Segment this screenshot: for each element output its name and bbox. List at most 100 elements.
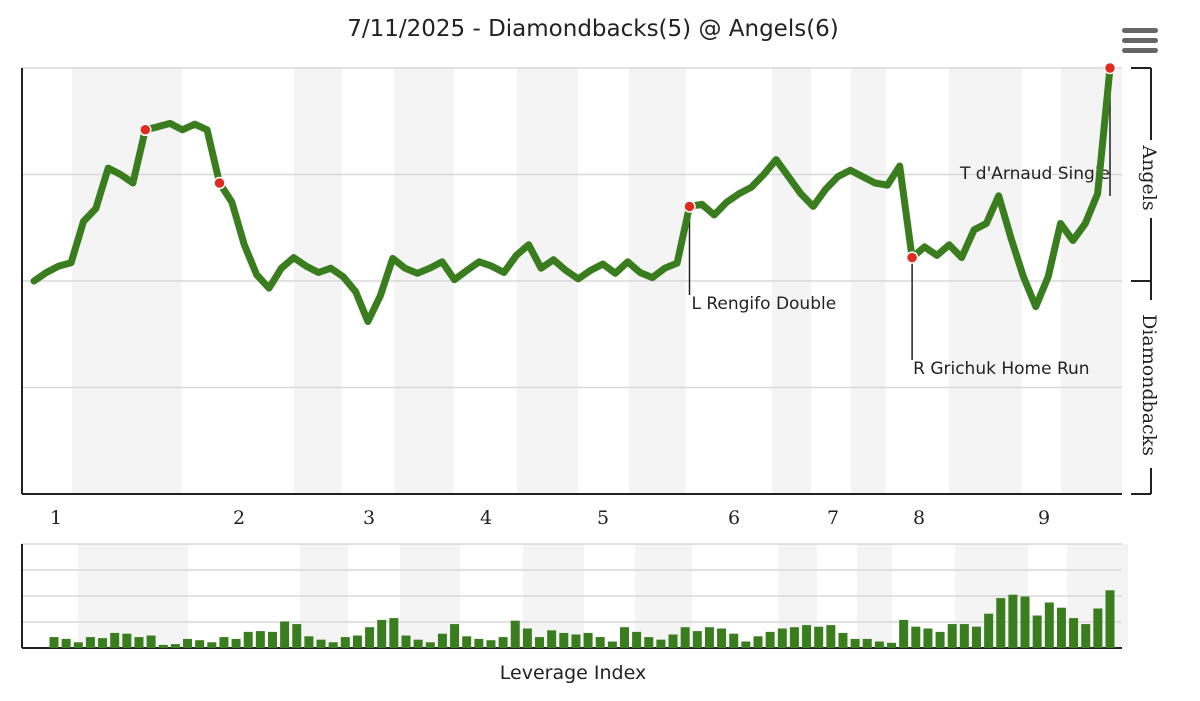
highlighted-point: [683, 200, 696, 213]
leverage-bar: [316, 639, 326, 648]
leverage-bar: [935, 631, 945, 648]
leverage-bar: [1032, 615, 1042, 648]
inning-label-1: 1: [50, 507, 62, 529]
highlighted-points: [139, 61, 1117, 264]
highlighted-point: [213, 176, 226, 190]
leverage-bar: [826, 625, 836, 648]
leverage-bar: [765, 631, 775, 648]
leverage-bar: [717, 628, 727, 648]
leverage-bar: [535, 637, 545, 648]
hamburger-menu-icon[interactable]: [1122, 28, 1158, 60]
leverage-bar: [255, 631, 265, 648]
team-axis: Angels Diamondbacks: [1131, 67, 1160, 495]
away-team-label: Diamondbacks: [1138, 314, 1160, 456]
leverage-bar: [510, 620, 520, 648]
event-label: L Rengifo Double: [691, 294, 836, 314]
leverage-bar: [1020, 596, 1030, 648]
leverage-bar: [207, 642, 217, 648]
leverage-bar: [462, 636, 472, 648]
leverage-gridlines: [22, 543, 1122, 623]
leverage-bar: [486, 640, 496, 648]
leverage-bar: [644, 637, 654, 648]
leverage-bar: [680, 627, 690, 648]
leverage-bar: [183, 638, 193, 648]
event-callouts: L Rengifo Double R Grichuk Home Run T d'Ar…: [688, 68, 1111, 379]
inning-labels: 1 2 3 4 5 6 7 8 9: [50, 507, 1050, 529]
leverage-bar: [195, 640, 205, 648]
leverage-bar: [401, 635, 411, 648]
leverage-bar: [292, 624, 302, 648]
leverage-bar: [802, 625, 812, 648]
leverage-bar: [971, 626, 981, 648]
leverage-bar: [704, 627, 714, 648]
leverage-bar: [389, 618, 399, 648]
leverage-bar: [474, 638, 484, 648]
leverage-bar: [134, 637, 144, 648]
leverage-bar: [996, 598, 1006, 648]
leverage-bar: [170, 644, 180, 648]
leverage-bar: [377, 619, 387, 648]
leverage-bar: [158, 644, 168, 648]
leverage-bar: [146, 635, 156, 648]
leverage-bar: [352, 635, 362, 648]
leverage-bar: [911, 626, 921, 648]
leverage-bar: [110, 632, 120, 648]
inning-label-6: 6: [728, 507, 740, 529]
leverage-bar: [547, 630, 557, 648]
leverage-bar: [365, 627, 375, 648]
leverage-bar: [789, 627, 799, 648]
leverage-bar: [607, 641, 617, 648]
inning-label-9: 9: [1038, 507, 1050, 529]
inning-label-8: 8: [913, 507, 925, 529]
leverage-bar: [729, 633, 739, 648]
home-team-label: Angels: [1138, 144, 1160, 210]
inning-label-7: 7: [827, 507, 839, 529]
inning-label-5: 5: [597, 507, 609, 529]
inning-label-4: 4: [480, 507, 492, 529]
leverage-axis-label: Leverage Index: [500, 662, 646, 684]
leverage-bar: [692, 631, 702, 648]
leverage-bar: [231, 638, 241, 648]
chart-title: 7/11/2025 - Diamondbacks(5) @ Angels(6): [347, 16, 839, 42]
leverage-bar: [328, 642, 338, 648]
leverage-bar: [753, 636, 763, 648]
leverage-bar: [73, 642, 83, 648]
leverage-bar: [741, 641, 751, 648]
leverage-bar: [425, 642, 435, 648]
leverage-bar: [1008, 594, 1018, 648]
leverage-bar: [947, 624, 957, 648]
leverage-bar: [450, 624, 460, 648]
event-label: R Grichuk Home Run: [913, 359, 1089, 379]
leverage-bar: [899, 619, 909, 648]
leverage-bar: [98, 638, 108, 648]
leverage-bar: [267, 631, 277, 648]
leverage-bar: [49, 637, 59, 648]
leverage-bar: [862, 638, 872, 648]
highlighted-point: [139, 123, 152, 137]
leverage-bar: [656, 639, 666, 648]
highlighted-point: [1103, 61, 1117, 75]
leverage-bar: [850, 638, 860, 648]
leverage-bar: [61, 638, 71, 648]
leverage-bars: [49, 590, 1115, 648]
leverage-bar: [595, 637, 605, 648]
leverage-bar: [619, 627, 629, 648]
leverage-bar: [1093, 608, 1103, 648]
event-label: T d'Arnaud Single: [959, 164, 1110, 184]
leverage-bar: [304, 636, 314, 648]
leverage-bar: [984, 613, 994, 648]
leverage-bar: [522, 628, 532, 648]
highlighted-point: [905, 251, 919, 264]
leverage-bar: [340, 637, 350, 648]
leverage-bar: [887, 642, 897, 648]
leverage-bar: [583, 632, 593, 648]
leverage-bar: [632, 631, 642, 648]
leverage-bar: [219, 637, 229, 648]
leverage-bar: [1044, 602, 1054, 648]
leverage-bar: [959, 624, 969, 648]
leverage-bar: [777, 628, 787, 648]
leverage-bar: [1105, 590, 1115, 648]
inning-label-2: 2: [233, 507, 245, 529]
leverage-bar: [559, 632, 569, 648]
